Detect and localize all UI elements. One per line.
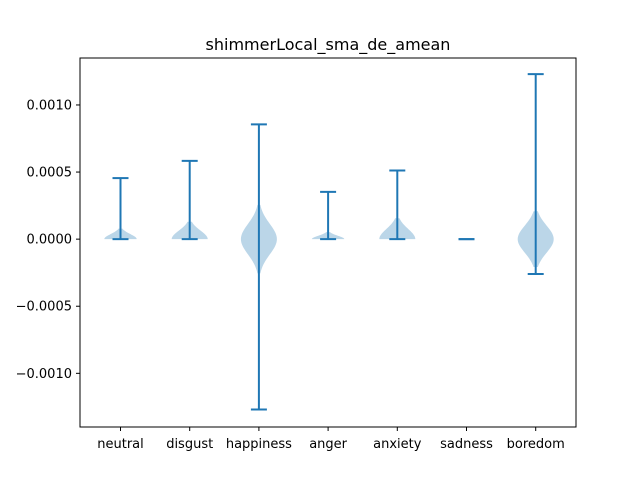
x-tick-label-boredom: boredom (507, 437, 565, 452)
y-tick-label: −0.0005 (16, 300, 72, 315)
y-tick-label: 0.0005 (27, 166, 73, 181)
plot-area-frame (79, 57, 577, 428)
x-tick-label-anxiety: anxiety (373, 437, 422, 452)
x-tick-label-disgust: disgust (166, 437, 213, 452)
y-tick-label: −0.0010 (16, 367, 72, 382)
y-tick-label: 0.0000 (27, 233, 73, 248)
y-axis: −0.0010 −0.0005 0.0000 0.0005 0.0010 (16, 98, 80, 382)
x-tick-label-neutral: neutral (97, 437, 144, 452)
x-axis: neutral disgust happiness anger anxiety sadne… (97, 427, 565, 452)
x-tick-label-sadness: sadness (440, 437, 493, 452)
chart-title: shimmerLocal_sma_de_amean (206, 35, 451, 55)
x-tick-label-anger: anger (309, 437, 347, 452)
x-tick-label-happiness: happiness (226, 437, 292, 452)
y-tick-label: 0.0010 (27, 98, 73, 113)
violins-layer (104, 73, 554, 411)
